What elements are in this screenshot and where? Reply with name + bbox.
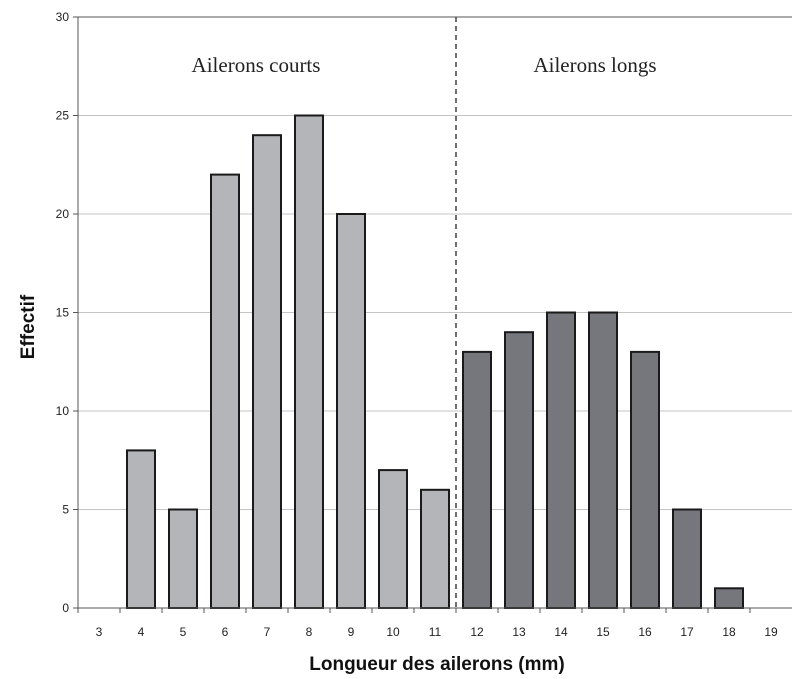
x-tick-label-7: 7 [264,625,271,639]
x-tick-label-4: 4 [138,625,145,639]
y-tick-label-30: 30 [56,10,70,24]
x-tick-label-14: 14 [554,625,568,639]
bar-series0-8 [294,114,324,609]
x-tick-label-19: 19 [764,625,778,639]
x-tick-label-10: 10 [386,625,400,639]
x-tick-label-3: 3 [96,625,103,639]
bar-series1-16 [630,350,660,609]
y-tick-label-20: 20 [56,207,70,221]
x-tick-label-16: 16 [638,625,652,639]
x-tick-label-17: 17 [680,625,694,639]
x-axis-label: Longueur des ailerons (mm) [309,654,564,675]
bar-series1-14 [546,311,576,609]
x-tick-label-12: 12 [470,625,484,639]
y-axis-label: Effectif [18,294,39,359]
bars [126,114,744,609]
x-tick-label-8: 8 [306,625,313,639]
grid-lines [78,16,792,510]
y-tick-label-10: 10 [56,404,70,418]
bar-series1-18 [714,587,744,609]
annotation-short: Ailerons courts [192,53,321,77]
bar-series0-9 [336,213,366,609]
bar-series0-5 [168,508,198,609]
bar-series0-4 [126,449,156,609]
x-tick-label-11: 11 [429,625,442,639]
bar-series0-7 [252,134,282,609]
x-tick-labels: 3 4 5 6 7 8 9 10 11 12 13 14 15 16 17 18 19 [96,625,778,639]
x-tick-label-15: 15 [596,625,610,639]
bar-series1-17 [672,508,702,609]
x-tick-label-6: 6 [222,625,229,639]
x-tick-label-18: 18 [722,625,736,639]
bar-series1-15 [588,311,618,609]
x-tick-label-9: 9 [348,625,355,639]
y-tick-label-0: 0 [62,601,69,615]
bar-series0-10 [378,469,408,609]
bar-series0-11 [420,488,450,609]
x-tick-label-5: 5 [180,625,187,639]
axes [73,16,792,613]
bar-series1-13 [504,331,534,609]
y-tick-labels: 0 5 10 15 20 25 30 [56,10,70,615]
y-tick-label-25: 25 [56,109,70,123]
x-tick-label-13: 13 [512,625,526,639]
y-tick-label-5: 5 [62,503,69,517]
annotation-long: Ailerons longs [533,53,656,77]
bar-series1-12 [462,350,492,609]
y-tick-label-15: 15 [56,306,70,320]
bar-series0-6 [210,173,240,609]
